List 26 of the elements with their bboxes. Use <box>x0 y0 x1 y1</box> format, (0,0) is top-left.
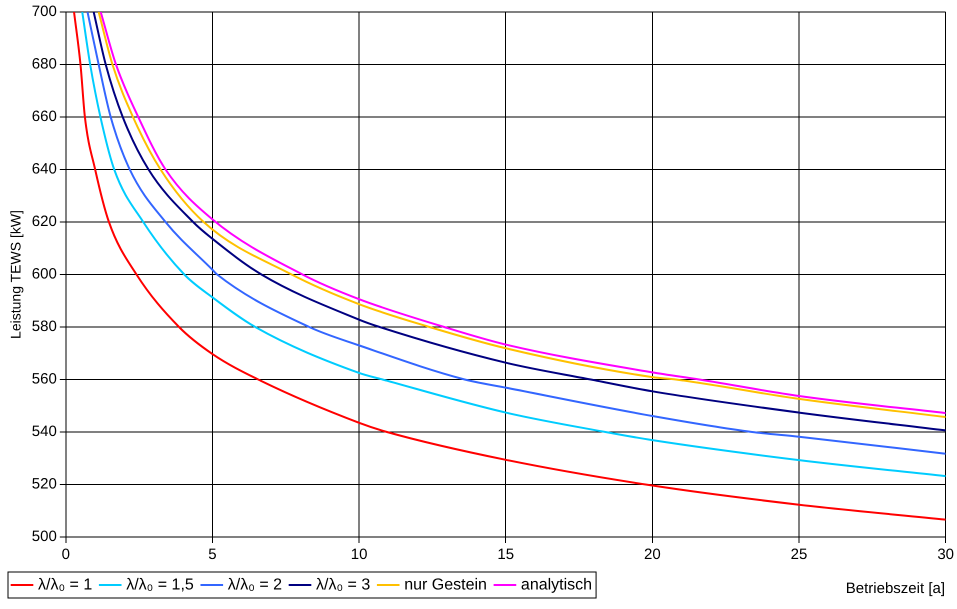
x-axis-title: Betriebszeit [a] <box>846 580 945 597</box>
y-tick-label: 520 <box>32 476 57 493</box>
y-tick-label: 500 <box>32 528 57 546</box>
x-tick-label: 30 <box>937 546 954 564</box>
legend-label: λ/λ₀ = 3 <box>316 576 370 594</box>
y-tick-label: 620 <box>32 213 57 230</box>
x-tick-label: 25 <box>790 546 808 564</box>
x-tick-label: 20 <box>644 546 661 564</box>
y-tick-label: 700 <box>32 3 57 20</box>
x-tick-label: 0 <box>62 546 70 564</box>
x-tick-label: 10 <box>350 546 368 564</box>
y-tick-label: 680 <box>32 56 57 73</box>
legend-label: λ/λ₀ = 2 <box>228 576 282 594</box>
y-tick-label: 640 <box>32 160 57 178</box>
y-tick-label: 600 <box>32 266 57 283</box>
legend-label: λ/λ₀ = 1 <box>38 576 92 594</box>
x-tick-label: 15 <box>497 546 514 564</box>
legend-label: analytisch <box>520 576 592 594</box>
x-tick-label: 5 <box>208 546 217 564</box>
y-tick-label: 560 <box>32 370 57 388</box>
y-axis-title: Leistung TEWS [kW] <box>7 210 24 339</box>
y-tick-label: 660 <box>32 108 57 126</box>
y-tick-label: 580 <box>32 318 57 336</box>
legend-label: nur Gestein <box>404 576 487 594</box>
y-tick-label: 540 <box>32 423 57 440</box>
legend-label: λ/λ₀ = 1,5 <box>126 576 194 594</box>
